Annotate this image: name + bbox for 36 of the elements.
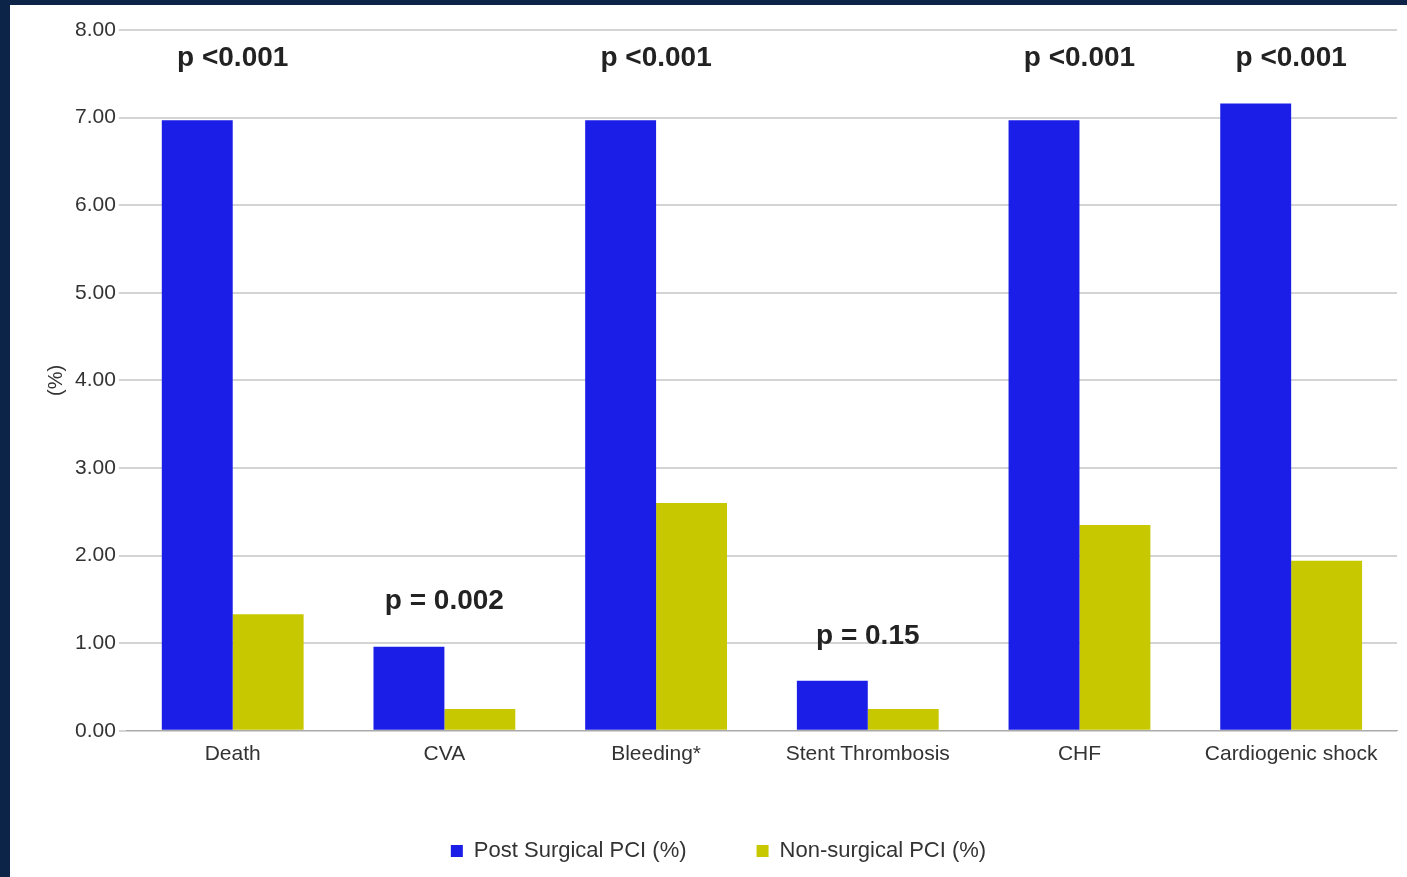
- bar: [1008, 120, 1080, 730]
- bar: [1291, 560, 1363, 730]
- bar: [1220, 103, 1292, 730]
- x-tick-label: CVA: [423, 741, 466, 765]
- x-tick-label: Bleeding*: [611, 741, 702, 765]
- bar: [444, 708, 516, 730]
- x-tick-label: Stent Thrombosis: [785, 741, 950, 765]
- legend-label: Post Surgical PCI (%): [473, 837, 687, 863]
- annotation: p = 0.002: [384, 584, 504, 616]
- x-tick-label: Death: [204, 741, 261, 765]
- y-tick-label: 2.00: [75, 542, 116, 566]
- bar: [1079, 524, 1151, 730]
- y-tick-label: 0.00: [75, 717, 116, 741]
- y-tick-label: 8.00: [75, 16, 116, 40]
- annotation: p = 0.15: [816, 618, 920, 650]
- annotation: p <0.001: [1023, 40, 1136, 72]
- bar: [232, 614, 304, 730]
- y-tick-label: 7.00: [75, 104, 116, 128]
- y-tick-label: 4.00: [75, 367, 116, 391]
- bar: [585, 120, 657, 730]
- bar: [867, 708, 939, 730]
- y-tick-label: 5.00: [75, 279, 116, 303]
- bar: [796, 680, 868, 730]
- y-tick-label: 3.00: [75, 454, 116, 478]
- bar: [656, 503, 728, 730]
- x-tick-label: CHF: [1057, 741, 1102, 765]
- y-tick-label: 1.00: [75, 630, 116, 653]
- x-tick-label: Cardiogenic shock: [1204, 741, 1379, 765]
- annotation: p <0.001: [177, 40, 289, 72]
- annotation: p <0.001: [1235, 40, 1347, 72]
- annotation: p <0.001: [600, 40, 712, 72]
- bar: [373, 646, 445, 730]
- y-tick-label: 6.00: [75, 192, 116, 215]
- bar: [161, 120, 233, 730]
- y-axis-title: (%): [43, 364, 66, 396]
- legend-label: Non-surgical PCI (%): [779, 837, 987, 863]
